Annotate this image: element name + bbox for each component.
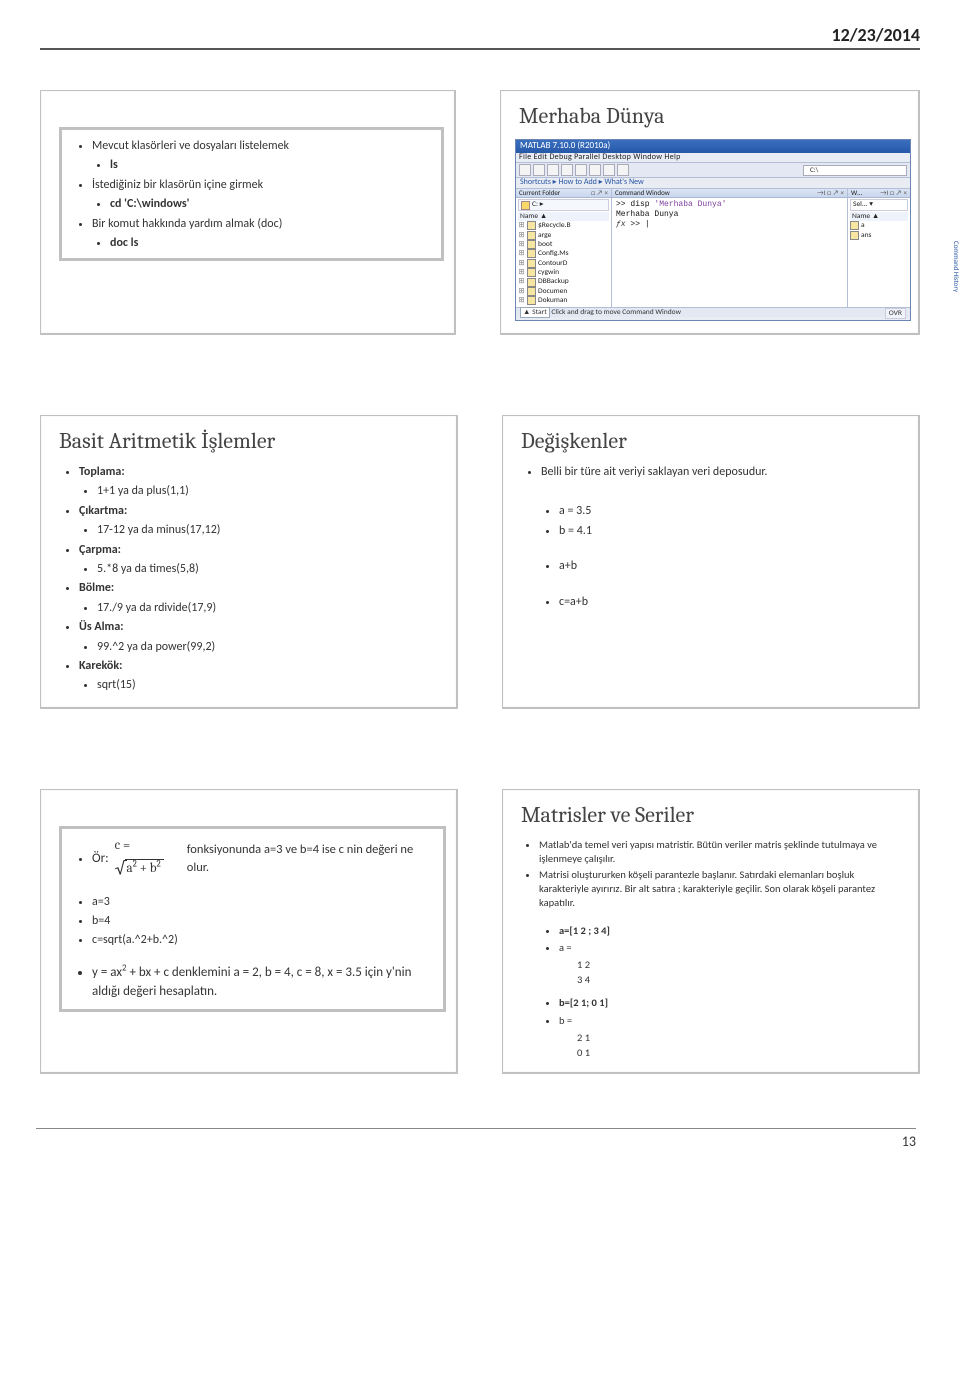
matlab-file-row: ⊞Documen: [518, 287, 609, 296]
slide-merhaba-dunya: Merhaba Dünya MATLAB 7.10.0 (R2010a) Fil…: [500, 90, 920, 335]
slide-title-merhaba: Merhaba Dünya: [519, 103, 904, 129]
slide-arithmetic: Basit Aritmetik İşlemler Toplama: 1+1 ya …: [40, 415, 458, 709]
arith-code: 1+1 ya da plus(1,1): [97, 483, 442, 500]
arith-topic: Üs Alma:: [79, 619, 442, 636]
arith-topic: Çarpma:: [79, 542, 442, 559]
matlab-workspace-row: ans: [850, 231, 908, 240]
topic-doc: Bir komut hakkında yardım almak (doc): [92, 216, 431, 233]
arith-topic: Toplama:: [79, 464, 442, 481]
slide-title-matrices: Matrisler ve Seriler: [521, 802, 904, 828]
var-b: b = 4.1: [559, 523, 904, 540]
matrix-a-head: a =: [559, 940, 904, 955]
ex-assign-b: b=4: [92, 913, 433, 930]
matrix-desc-1: Matlab'da temel veri yapısı matristir. B…: [539, 838, 904, 866]
arith-code: 5.*8 ya da times(5,8): [97, 561, 442, 578]
header-date: 12/23/2014: [40, 24, 920, 50]
arith-code: 99.^2 ya da power(99,2): [97, 639, 442, 656]
var-ab: a+b: [559, 558, 904, 575]
matlab-menubar: File Edit Debug Parallel Desktop Window …: [516, 153, 910, 164]
matlab-right-sel: Sel... ▾: [850, 199, 908, 210]
ex-assign-c: c=sqrt(a.^2+b.^2): [92, 932, 433, 949]
matlab-file-row: ⊞ContourD: [518, 259, 609, 268]
matlab-right-colhead: Name ▲: [850, 212, 908, 221]
arith-topic: Karekök:: [79, 658, 442, 675]
matrix-a-row1: 1 2: [577, 957, 904, 972]
matlab-name-header: Name ▲: [518, 212, 609, 221]
matlab-workspace-row: a: [850, 221, 908, 230]
example-formula: Ör: c = √ a2 + b2 fonksiyonunda a=3 ve b…: [92, 837, 433, 882]
matrix-b-row1: 2 1: [577, 1030, 904, 1045]
slide-title-variables: Değişkenler: [521, 428, 904, 454]
matlab-file-row: ⊞$Recycle.B: [518, 221, 609, 230]
matlab-titlebar: MATLAB 7.10.0 (R2010a): [516, 140, 910, 153]
matlab-file-row: ⊞DBBackup: [518, 277, 609, 286]
matlab-shortcuts: Shortcuts ▸ How to Add ▸ What's New: [516, 178, 910, 189]
arith-code: 17-12 ya da minus(17,12): [97, 522, 442, 539]
matlab-file-row: ⊞Config.Ms: [518, 249, 609, 258]
var-cab: c=a+b: [559, 594, 904, 611]
matrix-b-row2: 0 1: [577, 1045, 904, 1060]
slide-variables: Değişkenler Belli bir türe ait veriyi sa…: [502, 415, 920, 709]
matlab-cmd-string: 'Merhaba Dunya': [654, 200, 726, 209]
matrix-b-def: b=[2 1; 0 1]: [559, 995, 904, 1010]
ex-assign-a: a=3: [92, 894, 433, 911]
matlab-curdir: C: ▸: [532, 200, 543, 209]
matlab-cmdwindow-label: Command Window: [615, 189, 670, 197]
matlab-cmd-prompt1: >> disp: [616, 200, 654, 209]
arith-code: sqrt(15): [97, 677, 442, 694]
matlab-file-row: ⊞boot: [518, 240, 609, 249]
cmd-ls: ls: [110, 157, 431, 174]
var-a: a = 3.5: [559, 503, 904, 520]
matrix-b-head: b =: [559, 1013, 904, 1028]
matlab-file-row: ⊞Dokuman: [518, 296, 609, 305]
cmd-doc-ls: doc ls: [110, 235, 431, 252]
arith-topic: Çıkartma:: [79, 503, 442, 520]
matlab-statusbar: ▲ Start Click and drag to move Command W…: [516, 307, 910, 317]
matlab-cmd-output: Merhaba Dunya: [616, 210, 843, 220]
matlab-curfolder-label: Current Folder: [519, 189, 560, 197]
matrix-a-def: a=[1 2 ; 3 4]: [559, 923, 904, 938]
cmd-cd: cd 'C:\windows': [110, 196, 431, 213]
page-number: 13: [36, 1128, 916, 1150]
matrix-desc-2: Matrisi oluştururken köşeli parantezle b…: [539, 868, 904, 911]
matlab-file-row: ⊞arge: [518, 231, 609, 240]
matlab-screenshot: MATLAB 7.10.0 (R2010a) File Edit Debug P…: [515, 139, 911, 321]
ex-equation: y = ax2 + bx + c denklemini a = 2, b = 4…: [92, 964, 433, 1002]
slide-matrices: Matrisler ve Seriler Matlab'da temel ver…: [502, 789, 920, 1075]
variables-desc: Belli bir türe ait veriyi saklayan veri …: [541, 464, 904, 481]
arith-topic: Bölme:: [79, 580, 442, 597]
slide-title-arithmetic: Basit Aritmetik İşlemler: [59, 428, 442, 454]
matrix-a-row2: 3 4: [577, 972, 904, 987]
matlab-file-row: ⊞cygwin: [518, 268, 609, 277]
topic-list-folders: Mevcut klasörleri ve dosyaları listeleme…: [92, 138, 431, 155]
matlab-cmd-prompt2: >> |: [630, 220, 649, 229]
matlab-toolbar: C:\: [516, 163, 910, 178]
topic-cd: İstediğiniz bir klasörün içine girmek: [92, 177, 431, 194]
matlab-toolbar-path: C:\: [803, 165, 907, 175]
slide-example: Ör: c = √ a2 + b2 fonksiyonunda a=3 ve b…: [40, 789, 458, 1075]
arith-code: 17./9 ya da rdivide(17,9): [97, 600, 442, 617]
slide-commands: Mevcut klasörleri ve dosyaları listeleme…: [40, 90, 456, 335]
